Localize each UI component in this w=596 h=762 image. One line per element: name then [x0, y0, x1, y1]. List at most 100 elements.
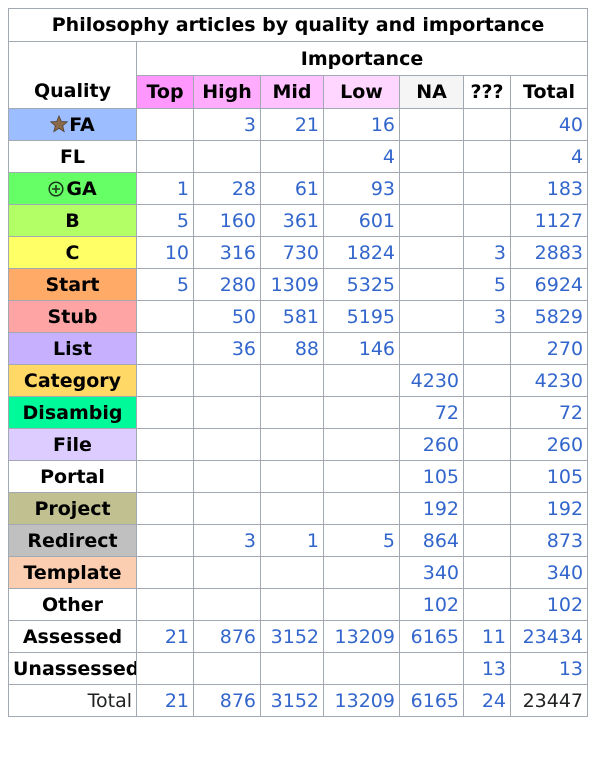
- count-cell[interactable]: 192: [509, 492, 589, 525]
- count-cell[interactable]: 192: [399, 492, 464, 525]
- count-cell[interactable]: 105: [509, 460, 589, 493]
- count-cell[interactable]: 105: [399, 460, 464, 493]
- count-cell[interactable]: 146: [323, 332, 400, 365]
- importance-col-total[interactable]: Total: [509, 75, 589, 109]
- count-cell[interactable]: 5: [323, 524, 400, 557]
- count-cell[interactable]: 102: [399, 588, 464, 621]
- count-cell[interactable]: 4: [509, 140, 589, 173]
- count-cell[interactable]: 1309: [260, 268, 324, 301]
- count-cell[interactable]: 21: [136, 620, 194, 653]
- count-cell[interactable]: 730: [260, 236, 324, 269]
- count-cell[interactable]: 340: [399, 556, 464, 589]
- count-cell[interactable]: 72: [509, 396, 589, 429]
- quality-fa[interactable]: FA: [8, 108, 137, 141]
- count-cell[interactable]: 183: [509, 172, 589, 205]
- quality-b[interactable]: B: [8, 204, 137, 237]
- count-cell[interactable]: 3152: [260, 620, 324, 653]
- importance-col-high[interactable]: High: [193, 75, 261, 109]
- quality-ga[interactable]: GA: [8, 172, 137, 205]
- count-cell: [323, 460, 400, 493]
- count-cell: [136, 460, 194, 493]
- count-cell[interactable]: 5: [136, 204, 194, 237]
- count-cell[interactable]: 28: [193, 172, 261, 205]
- importance-col-na[interactable]: NA: [399, 75, 464, 109]
- count-cell[interactable]: 3: [193, 524, 261, 557]
- quality-unassessed[interactable]: Unassessed: [8, 652, 137, 685]
- count-cell[interactable]: 160: [193, 204, 261, 237]
- count-cell[interactable]: 340: [509, 556, 589, 589]
- count-cell[interactable]: 1127: [509, 204, 589, 237]
- count-cell[interactable]: 5: [136, 268, 194, 301]
- count-cell[interactable]: 36: [193, 332, 261, 365]
- count-cell[interactable]: 13: [463, 652, 511, 685]
- total-cell[interactable]: 6165: [399, 684, 464, 717]
- count-cell: [399, 652, 464, 685]
- quality-list[interactable]: List: [8, 332, 137, 365]
- count-cell[interactable]: 1: [136, 172, 194, 205]
- importance-col-unknown[interactable]: ???: [463, 75, 511, 109]
- count-cell[interactable]: 270: [509, 332, 589, 365]
- count-cell[interactable]: 5829: [509, 300, 589, 333]
- count-cell[interactable]: 11: [463, 620, 511, 653]
- count-cell[interactable]: 5325: [323, 268, 400, 301]
- count-cell[interactable]: 6165: [399, 620, 464, 653]
- count-cell[interactable]: 873: [509, 524, 589, 557]
- quality-redirect[interactable]: Redirect: [8, 524, 137, 557]
- count-cell[interactable]: 4230: [399, 364, 464, 397]
- quality-c[interactable]: C: [8, 236, 137, 269]
- quality-category[interactable]: Category: [8, 364, 137, 397]
- count-cell[interactable]: 13209: [323, 620, 400, 653]
- count-cell[interactable]: 280: [193, 268, 261, 301]
- count-cell[interactable]: 21: [260, 108, 324, 141]
- count-cell: [323, 396, 400, 429]
- count-cell[interactable]: 3: [463, 300, 511, 333]
- quality-template[interactable]: Template: [8, 556, 137, 589]
- count-cell[interactable]: 864: [399, 524, 464, 557]
- count-cell[interactable]: 876: [193, 620, 261, 653]
- count-cell[interactable]: 361: [260, 204, 324, 237]
- count-cell[interactable]: 1824: [323, 236, 400, 269]
- total-cell[interactable]: 24: [463, 684, 511, 717]
- quality-project[interactable]: Project: [8, 492, 137, 525]
- total-cell[interactable]: 13209: [323, 684, 400, 717]
- total-cell[interactable]: 876: [193, 684, 261, 717]
- count-cell[interactable]: 40: [509, 108, 589, 141]
- quality-start[interactable]: Start: [8, 268, 137, 301]
- quality-other[interactable]: Other: [8, 588, 137, 621]
- importance-col-top[interactable]: Top: [136, 75, 194, 109]
- count-cell[interactable]: 93: [323, 172, 400, 205]
- count-cell[interactable]: 10: [136, 236, 194, 269]
- quality-fl[interactable]: FL: [8, 140, 137, 173]
- count-cell[interactable]: 316: [193, 236, 261, 269]
- quality-portal[interactable]: Portal: [8, 460, 137, 493]
- count-cell[interactable]: 72: [399, 396, 464, 429]
- quality-file[interactable]: File: [8, 428, 137, 461]
- count-cell[interactable]: 1: [260, 524, 324, 557]
- count-cell[interactable]: 260: [399, 428, 464, 461]
- quality-assessed[interactable]: Assessed: [8, 620, 137, 653]
- count-cell[interactable]: 581: [260, 300, 324, 333]
- count-cell[interactable]: 6924: [509, 268, 589, 301]
- count-cell[interactable]: 102: [509, 588, 589, 621]
- count-cell[interactable]: 3: [463, 236, 511, 269]
- count-cell[interactable]: 23434: [509, 620, 589, 653]
- count-cell[interactable]: 4: [323, 140, 400, 173]
- importance-col-mid[interactable]: Mid: [260, 75, 324, 109]
- count-cell[interactable]: 4230: [509, 364, 589, 397]
- count-cell[interactable]: 601: [323, 204, 400, 237]
- count-cell[interactable]: 3: [193, 108, 261, 141]
- count-cell[interactable]: 50: [193, 300, 261, 333]
- count-cell[interactable]: 13: [509, 652, 589, 685]
- quality-disambig[interactable]: Disambig: [8, 396, 137, 429]
- total-cell[interactable]: 21: [136, 684, 194, 717]
- importance-col-low[interactable]: Low: [323, 75, 400, 109]
- count-cell[interactable]: 5195: [323, 300, 400, 333]
- count-cell[interactable]: 260: [509, 428, 589, 461]
- count-cell[interactable]: 16: [323, 108, 400, 141]
- total-cell[interactable]: 3152: [260, 684, 324, 717]
- count-cell[interactable]: 88: [260, 332, 324, 365]
- count-cell[interactable]: 5: [463, 268, 511, 301]
- count-cell[interactable]: 61: [260, 172, 324, 205]
- quality-stub[interactable]: Stub: [8, 300, 137, 333]
- count-cell[interactable]: 2883: [509, 236, 589, 269]
